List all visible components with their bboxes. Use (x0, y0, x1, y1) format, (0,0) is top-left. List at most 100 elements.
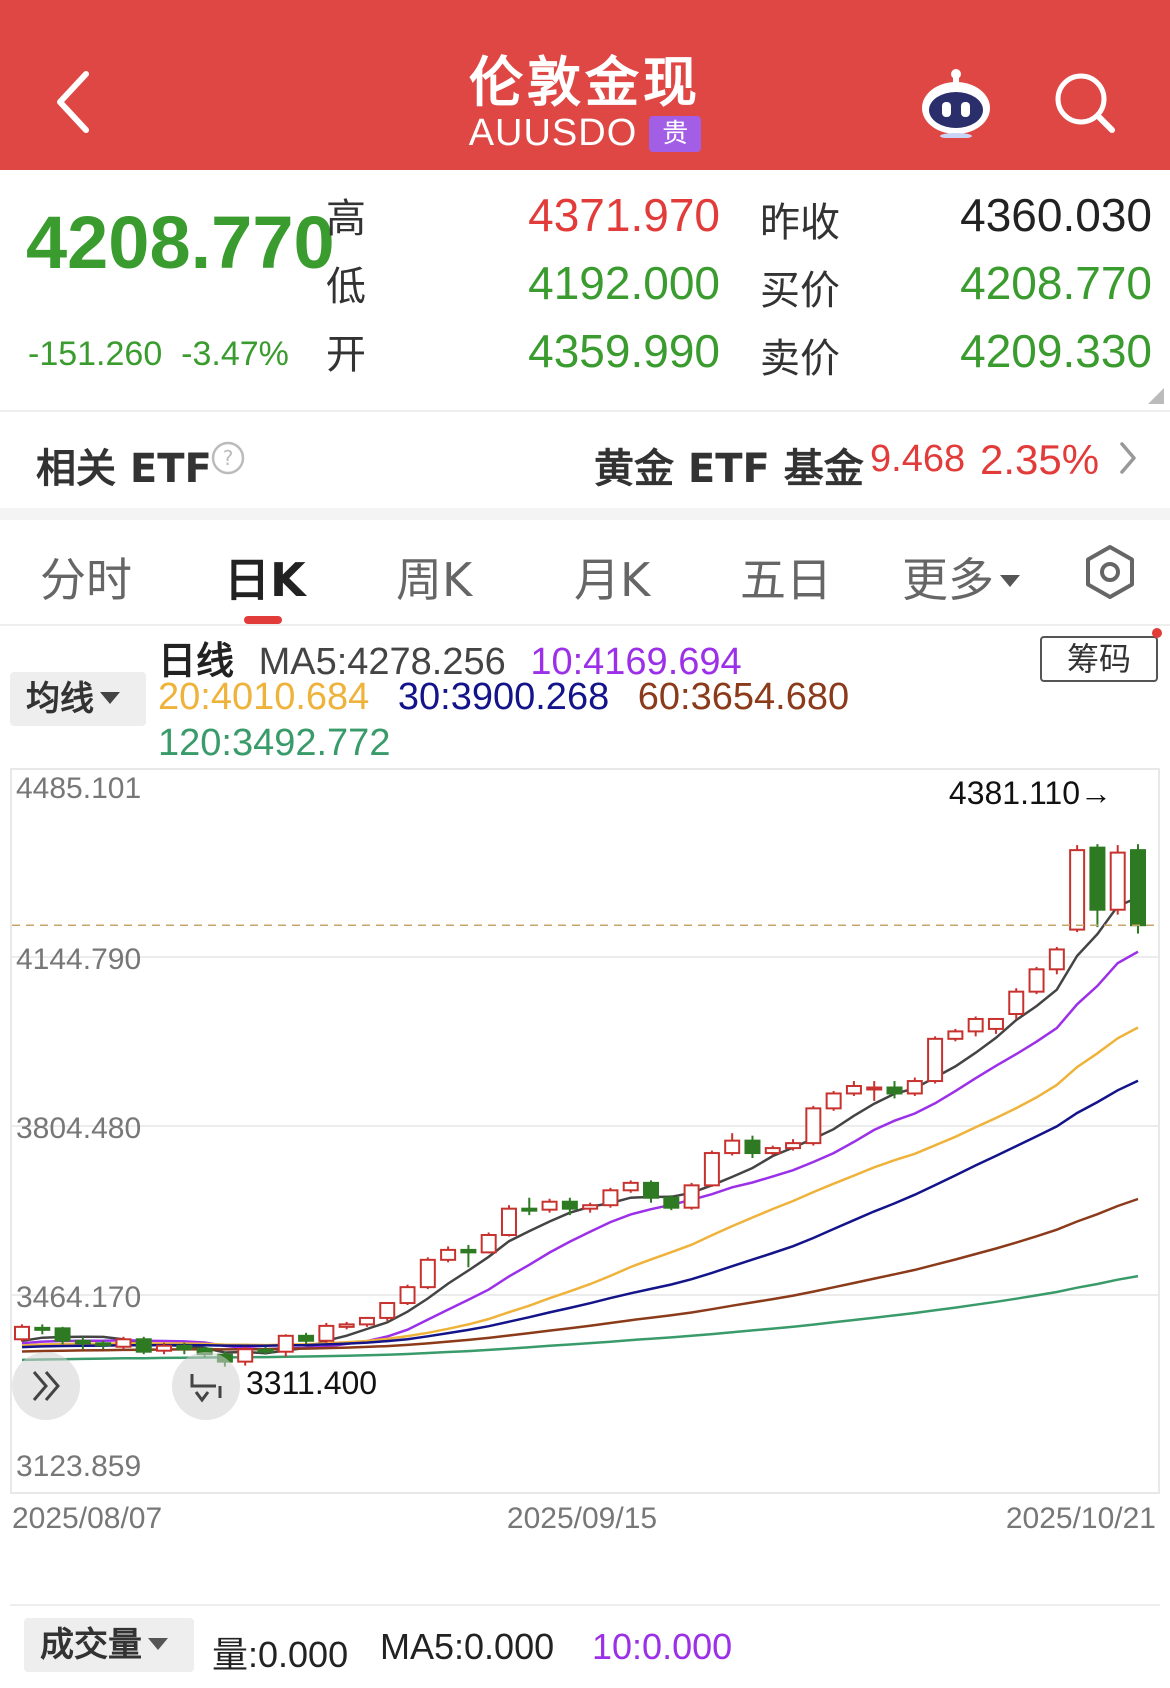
price-change: -151.260 -3.47% (28, 335, 289, 374)
category-badge: 贵 (649, 115, 702, 152)
ma-selector[interactable]: 均线 (10, 672, 146, 726)
candle (987, 1017, 1004, 1034)
candle (135, 1336, 152, 1355)
plot-frame (10, 768, 1160, 1494)
candle (257, 1346, 274, 1355)
min-price-label: 3311.400 (246, 1365, 377, 1401)
reset-icon (194, 1391, 210, 1403)
volume-selector-label: 成交量 (40, 1625, 142, 1665)
high-value: 4371.970 (528, 189, 720, 241)
candle-body (683, 1184, 700, 1209)
etf-label: 相关 ETF (36, 446, 212, 492)
candle (602, 1187, 619, 1208)
y-tick-label: 3804.480 (16, 1112, 141, 1145)
candle (1069, 845, 1086, 933)
candle (1008, 988, 1025, 1019)
help-icon[interactable]: ? (210, 440, 246, 476)
volume-selector[interactable]: 成交量 (24, 1618, 194, 1672)
candle (906, 1077, 923, 1096)
tab-weekly-k[interactable]: 周K (396, 553, 473, 607)
candle-body (1069, 849, 1086, 931)
ma20-line (21, 1026, 1139, 1347)
ma30-value: 30:3900.268 (397, 676, 610, 718)
volume-panel: 成交量 量:0.000 MA5:0.000 10:0.000 (10, 1604, 1160, 1688)
expand-corner-icon[interactable] (1148, 388, 1164, 404)
candle (927, 1036, 944, 1084)
candle (237, 1346, 254, 1366)
bid-label: 买价 (760, 268, 840, 314)
candle-body (358, 1316, 375, 1326)
candle-body (399, 1286, 416, 1305)
reset-button[interactable] (172, 1352, 240, 1420)
candle-body (703, 1152, 720, 1187)
subtitle-row: AUUSDO 贵 (0, 112, 1170, 155)
caret-down-icon (100, 691, 120, 704)
candle (298, 1332, 315, 1345)
x-tick-label: 2025/09/15 (507, 1502, 657, 1535)
candle (14, 1324, 30, 1342)
low-label: 低 (326, 264, 366, 310)
symbol-code: AUUSDO (468, 112, 638, 154)
change-value: -151.260 (28, 335, 163, 373)
candle-body (947, 1030, 964, 1040)
candle-body (967, 1017, 984, 1033)
candle-body (237, 1348, 254, 1363)
related-etf-row[interactable]: 相关 ETF 黄金 ETF 基金 9.468 2.35% (0, 412, 1170, 508)
robot-icon[interactable] (918, 66, 994, 138)
candle-body (521, 1207, 538, 1212)
chips-button[interactable]: 筹码 (1040, 636, 1158, 682)
open-value: 4359.990 (528, 325, 720, 377)
candle-body (825, 1092, 842, 1110)
expand-button[interactable] (12, 1352, 80, 1420)
candle-body (1048, 948, 1065, 971)
ma20-value: 20:4010.684 (158, 676, 370, 718)
candle (967, 1016, 984, 1037)
candle-body (298, 1334, 315, 1342)
settings-icon[interactable] (1082, 544, 1138, 600)
ma120-value: 120:3492.772 (158, 722, 391, 764)
candle (764, 1145, 781, 1156)
tab-five-day[interactable]: 五日 (740, 553, 832, 607)
etf-price: 9.468 (870, 438, 966, 480)
period-label: 日线 (158, 639, 235, 683)
candle (663, 1195, 680, 1211)
candle (115, 1336, 132, 1350)
candle (724, 1133, 741, 1156)
low-value: 4192.000 (528, 257, 720, 309)
candle-body (1089, 846, 1106, 911)
tab-daily-k[interactable]: 日K (224, 553, 306, 607)
candlestick-chart[interactable]: 4485.101 4144.790 3804.480 3464.170 3123.859… (10, 768, 1160, 1552)
volume-value: 量:0.000 (212, 1634, 349, 1675)
quote-panel: 4208.770 -151.260 -3.47% 高 低 开 4371.970 … (0, 170, 1170, 410)
candle-body (277, 1334, 294, 1353)
candle (440, 1246, 457, 1263)
candle-body (176, 1344, 193, 1351)
back-icon[interactable] (50, 62, 110, 142)
candle-body (744, 1139, 761, 1155)
candle-body (582, 1204, 599, 1210)
candle-body (440, 1248, 457, 1261)
candle-body (460, 1248, 477, 1254)
etf-name: 黄金 ETF 基金 (594, 446, 864, 492)
candle-body (845, 1085, 862, 1095)
section-gap (0, 508, 1170, 520)
tab-more[interactable]: 更多 (902, 544, 1020, 610)
candle-body (866, 1086, 883, 1091)
candle-body (318, 1324, 335, 1342)
candle-body (135, 1338, 152, 1353)
candle (643, 1180, 660, 1203)
candle-body (338, 1323, 355, 1328)
candle-body (480, 1233, 497, 1254)
candle (744, 1135, 761, 1159)
chevron-right-icon[interactable] (1116, 438, 1140, 478)
candle-body (74, 1339, 91, 1345)
search-icon[interactable] (1052, 70, 1118, 136)
candle-body (987, 1017, 1004, 1030)
candle-body (643, 1181, 660, 1199)
candle-body (906, 1080, 923, 1095)
candle (1130, 844, 1146, 934)
candle (176, 1342, 193, 1355)
tab-monthly-k[interactable]: 月K (574, 553, 651, 607)
candle-body (419, 1258, 436, 1289)
tab-intraday[interactable]: 分时 (40, 553, 132, 607)
